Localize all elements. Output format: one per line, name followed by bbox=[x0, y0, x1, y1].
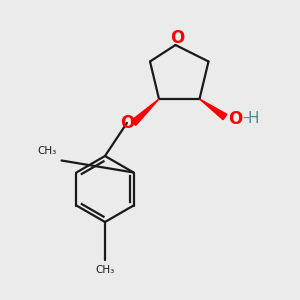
Text: H: H bbox=[248, 111, 259, 126]
Text: O: O bbox=[229, 110, 243, 128]
Text: O: O bbox=[170, 29, 184, 47]
Polygon shape bbox=[200, 99, 227, 120]
Text: CH₃: CH₃ bbox=[95, 265, 115, 275]
Text: O: O bbox=[120, 114, 134, 132]
Text: –: – bbox=[242, 112, 249, 125]
Polygon shape bbox=[131, 99, 159, 125]
Text: CH₃: CH₃ bbox=[38, 146, 57, 156]
